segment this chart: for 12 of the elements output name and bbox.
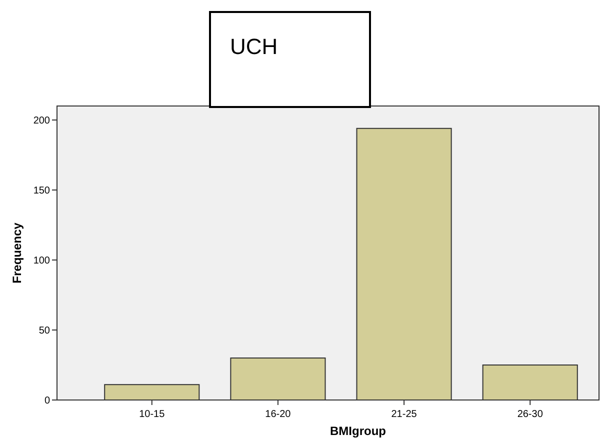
y-tick-label: 200 [33,116,50,126]
x-tick-label: 21-25 [391,409,418,420]
y-tick-label: 50 [38,326,50,336]
x-tick-label: 16-20 [265,409,292,420]
y-tick-label: 150 [33,186,50,196]
y-tick-label: 0 [44,396,50,406]
y-axis-title: Frequency [10,222,24,284]
x-axis-title: BMIgroup [330,424,386,438]
x-tick-label: 26-30 [517,409,544,420]
chart-title: UCH [230,34,278,59]
x-tick-label: 10-15 [139,409,166,420]
y-tick-label: 100 [33,256,50,266]
